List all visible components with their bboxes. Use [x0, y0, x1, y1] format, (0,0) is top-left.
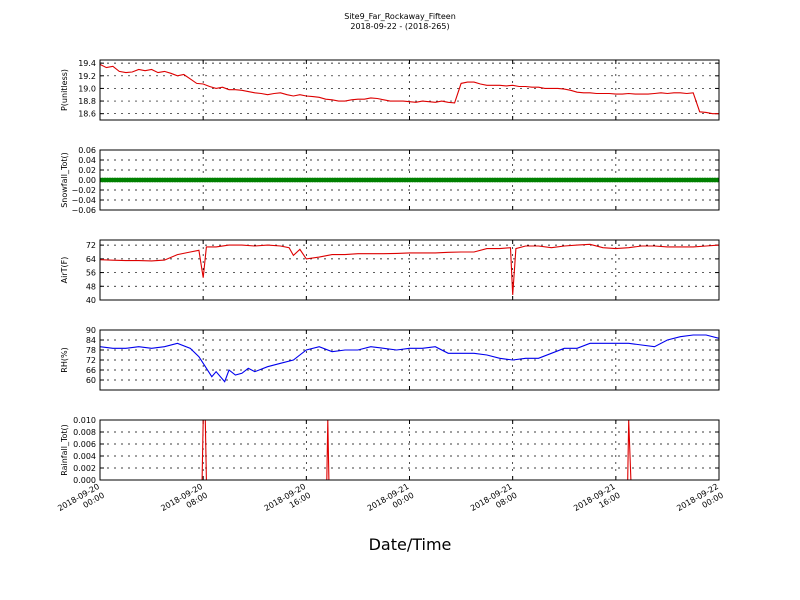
y-tick-label: 72 — [86, 356, 96, 365]
y-tick-label: 19.0 — [78, 84, 96, 93]
y-tick-label: 0.00 — [78, 176, 96, 185]
axes-frame — [99, 419, 720, 481]
y-axis-label: P(unitless) — [60, 69, 69, 111]
axes-frame — [99, 149, 720, 211]
subplots: 18.618.819.019.219.4P(unitless)−0.06−0.0… — [60, 59, 720, 485]
y-tick-label: 0.000 — [73, 476, 96, 485]
subplot-1: 18.6 18.8 19.0 19.2 19.4 P(unitless) — [60, 59, 720, 121]
y-tick-label: 19.2 — [78, 72, 96, 81]
subplot-2: −0.06−0.04−0.020.000.020.040.06 Snowfall_… — [60, 146, 720, 215]
y-tick-label: 84 — [86, 336, 96, 345]
y-tick-label: 0.004 — [73, 452, 96, 461]
y-tick-label: 0.002 — [73, 464, 96, 473]
y-tick-label: 0.006 — [73, 440, 96, 449]
axes-frame — [99, 329, 720, 391]
y-axis-label: Snowfall_Tot() — [60, 152, 69, 208]
y-tick-label: 78 — [86, 346, 96, 355]
y-tick-label: 60 — [86, 376, 96, 385]
y-tick-label: 72 — [86, 241, 96, 250]
y-tick-label: 18.8 — [78, 97, 96, 106]
y-axis-label: Rainfall_Tot() — [60, 424, 69, 476]
y-tick-label: 0.02 — [78, 166, 96, 175]
y-tick-label: −0.06 — [71, 206, 96, 215]
y-tick-label: 18.6 — [78, 110, 96, 119]
y-tick-label: 64 — [86, 255, 96, 264]
axes-frame — [99, 59, 720, 121]
x-axis-label: Date/Time — [369, 535, 452, 554]
y-tick-label: 19.4 — [78, 59, 96, 68]
data-point — [715, 177, 719, 183]
subplot-5: 0.000 0.002 0.004 0.006 0.008 0.010 Rainfall_T… — [60, 416, 720, 485]
y-tick-label: 0.010 — [73, 416, 96, 425]
y-tick-label: −0.02 — [71, 186, 96, 195]
y-tick-label: −0.04 — [71, 196, 96, 205]
figure-title-line1: Site9_Far_Rockaway_Fifteen — [344, 12, 456, 21]
figure-title-line2: 2018-09-22 - (2018-265) — [350, 22, 449, 31]
series-line — [100, 420, 719, 480]
y-tick-label: 0.06 — [78, 146, 96, 155]
series-line — [100, 243, 719, 295]
y-axis-label: AirT(F) — [60, 257, 69, 284]
subplot-3: 40 48 56 64 72 AirT(F) — [60, 239, 720, 305]
axes-frame — [99, 239, 720, 301]
series-points — [100, 177, 719, 183]
y-tick-label: 66 — [86, 366, 96, 375]
y-tick-label: 90 — [86, 326, 96, 335]
series-line — [100, 334, 719, 383]
y-tick-label: 40 — [86, 296, 96, 305]
y-axis-label: RH(%) — [60, 347, 69, 372]
y-tick-label: 0.008 — [73, 428, 96, 437]
y-tick-label: 56 — [86, 269, 96, 278]
y-tick-label: 0.04 — [78, 156, 96, 165]
series-line — [100, 63, 719, 115]
y-tick-label: 48 — [86, 282, 96, 291]
